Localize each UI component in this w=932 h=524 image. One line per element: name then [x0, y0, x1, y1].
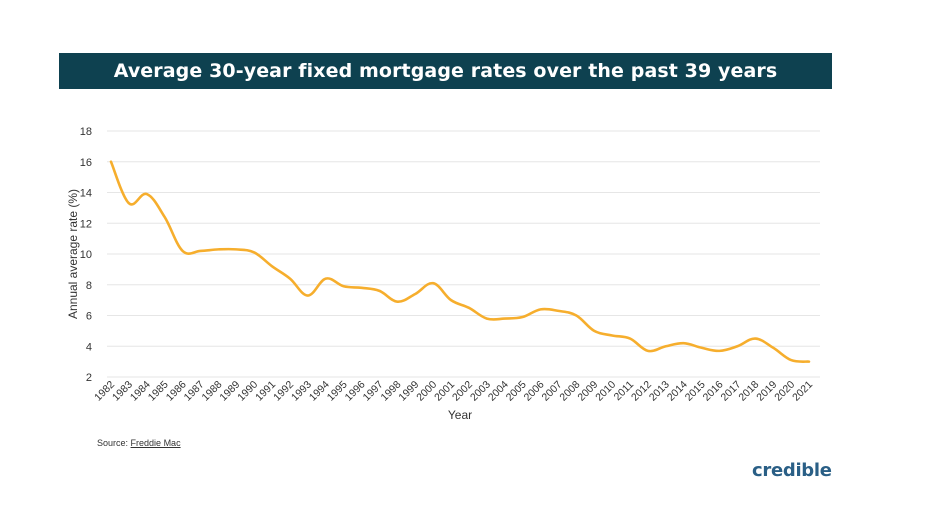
y-axis-label: Annual average rate (%) — [66, 189, 80, 319]
source-link[interactable]: Freddie Mac — [130, 438, 181, 448]
x-tick-label-2021: 2021 — [790, 379, 815, 404]
y-tick-label-12: 12 — [80, 218, 92, 230]
source-label: Source: — [97, 438, 129, 448]
y-tick-label-14: 14 — [80, 188, 92, 200]
y-tick-label-10: 10 — [80, 249, 92, 261]
mortgage-rate-series-line — [109, 160, 811, 363]
y-tick-label-4: 4 — [86, 341, 92, 353]
credible-logo: credible — [752, 460, 832, 481]
y-tick-label-16: 16 — [80, 157, 92, 169]
chart-title: Average 30-year fixed mortgage rates ove… — [113, 60, 778, 82]
x-axis-label: Year — [448, 408, 472, 422]
y-tick-label-2: 2 — [86, 372, 92, 384]
chart-title-banner: Average 30-year fixed mortgage rates ove… — [59, 53, 832, 89]
source-note: Source: Freddie Mac — [97, 438, 181, 448]
y-tick-label-6: 6 — [86, 311, 92, 323]
y-tick-label-8: 8 — [86, 280, 92, 292]
y-tick-label-18: 18 — [80, 126, 92, 138]
